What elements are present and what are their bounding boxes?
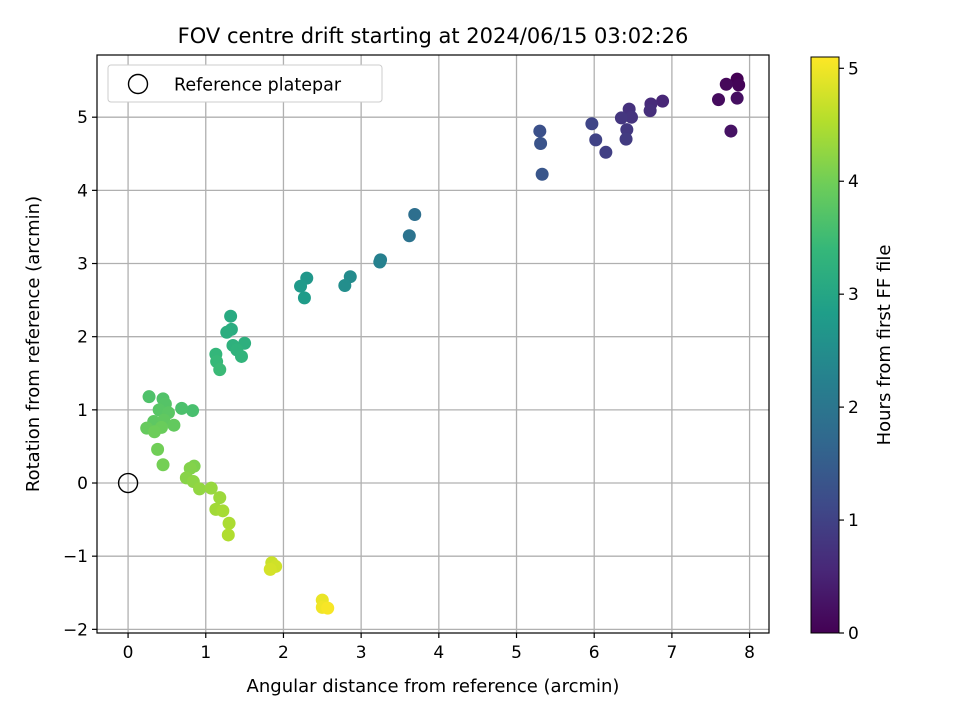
scatter-point <box>213 491 227 505</box>
chart-title: FOV centre drift starting at 2024/06/15 … <box>178 24 689 48</box>
legend-box <box>107 64 383 103</box>
scatter-point <box>151 442 165 456</box>
scatter-point <box>224 309 238 323</box>
scatter-point <box>193 482 207 496</box>
scatter-point <box>142 390 156 404</box>
scatter-point <box>147 425 161 439</box>
x-tick-label: 7 <box>666 643 677 663</box>
colorbar-tick-label: 5 <box>848 59 859 79</box>
scatter-point <box>321 601 335 615</box>
colorbar-tick-label: 1 <box>848 511 859 531</box>
scatter-point <box>719 77 733 91</box>
x-tick-label: 6 <box>589 643 600 663</box>
colorbar-gradient <box>810 56 840 634</box>
x-axis: 0 1 2 3 4 5 6 7 8 <box>123 633 755 663</box>
colorbar-ticks: 0 1 2 3 4 5 <box>839 59 859 644</box>
scatter-point <box>619 132 633 146</box>
colorbar-tick-label: 4 <box>848 172 859 192</box>
y-tick-label: −2 <box>63 620 88 640</box>
legend-label-reference: Reference platepar <box>174 76 342 96</box>
scatter-point <box>624 110 638 124</box>
legend: Reference platepar <box>107 64 383 103</box>
scatter-point <box>534 137 548 151</box>
legend-marker-reference <box>127 73 149 95</box>
y-tick-label: −1 <box>63 547 88 567</box>
x-tick-label: 0 <box>123 643 134 663</box>
y-tick-label: 1 <box>77 401 88 421</box>
scatter-point <box>234 349 248 363</box>
x-tick-label: 4 <box>433 643 444 663</box>
x-axis-label: Angular distance from reference (arcmin) <box>247 676 620 697</box>
y-tick-label: 3 <box>77 255 88 275</box>
y-axis: −2 −1 0 1 2 3 4 5 <box>63 108 97 640</box>
scatter-points <box>140 72 746 615</box>
scatter-point <box>338 278 352 292</box>
scatter-point <box>589 133 603 147</box>
scatter-point <box>263 562 277 576</box>
scatter-point <box>724 124 738 138</box>
scatter-point <box>656 94 670 108</box>
y-tick-label: 5 <box>77 108 88 128</box>
y-tick-label: 4 <box>77 181 88 201</box>
scatter-point <box>204 481 218 495</box>
scatter-point <box>373 255 387 269</box>
scatter-point <box>156 458 170 472</box>
scatter-point <box>585 117 599 131</box>
colorbar-tick-label: 2 <box>848 398 859 418</box>
y-tick-label: 0 <box>77 474 88 494</box>
reference-platepar-marker <box>117 472 139 494</box>
scatter-point <box>167 418 181 432</box>
x-tick-label: 2 <box>278 643 289 663</box>
scatter-point <box>732 78 746 92</box>
scatter-point <box>294 279 308 293</box>
scatter-point <box>221 528 235 542</box>
scatter-point <box>216 504 230 518</box>
scatter-point <box>599 145 613 159</box>
scatter-point <box>220 325 234 339</box>
x-tick-label: 8 <box>744 643 755 663</box>
colorbar-tick-label: 0 <box>848 624 859 644</box>
x-tick-label: 3 <box>356 643 367 663</box>
colorbar: 0 1 2 3 4 5 Hours from first FF file <box>810 56 895 644</box>
x-tick-label: 5 <box>511 643 522 663</box>
colorbar-tick-label: 3 <box>848 285 859 305</box>
scatter-point <box>614 111 628 125</box>
scatter-point <box>186 404 200 418</box>
x-tick-label: 1 <box>200 643 211 663</box>
plot-frame <box>96 54 770 634</box>
scatter-point <box>712 93 726 107</box>
y-tick-label: 2 <box>77 328 88 348</box>
scatter-point <box>297 291 311 305</box>
scatter-point <box>620 123 634 137</box>
scatter-point <box>730 91 744 105</box>
grid-lines <box>97 55 769 633</box>
scatter-point <box>213 363 227 377</box>
scatter-point <box>533 124 547 138</box>
scatter-point <box>402 229 416 243</box>
scatter-point <box>535 167 549 181</box>
scatter-point <box>408 207 422 221</box>
scatter-point <box>222 516 236 530</box>
colorbar-label: Hours from first FF file <box>874 245 895 446</box>
scatter-point <box>175 401 189 415</box>
scatter-point <box>643 104 657 118</box>
y-axis-label: Rotation from reference (arcmin) <box>23 196 44 492</box>
